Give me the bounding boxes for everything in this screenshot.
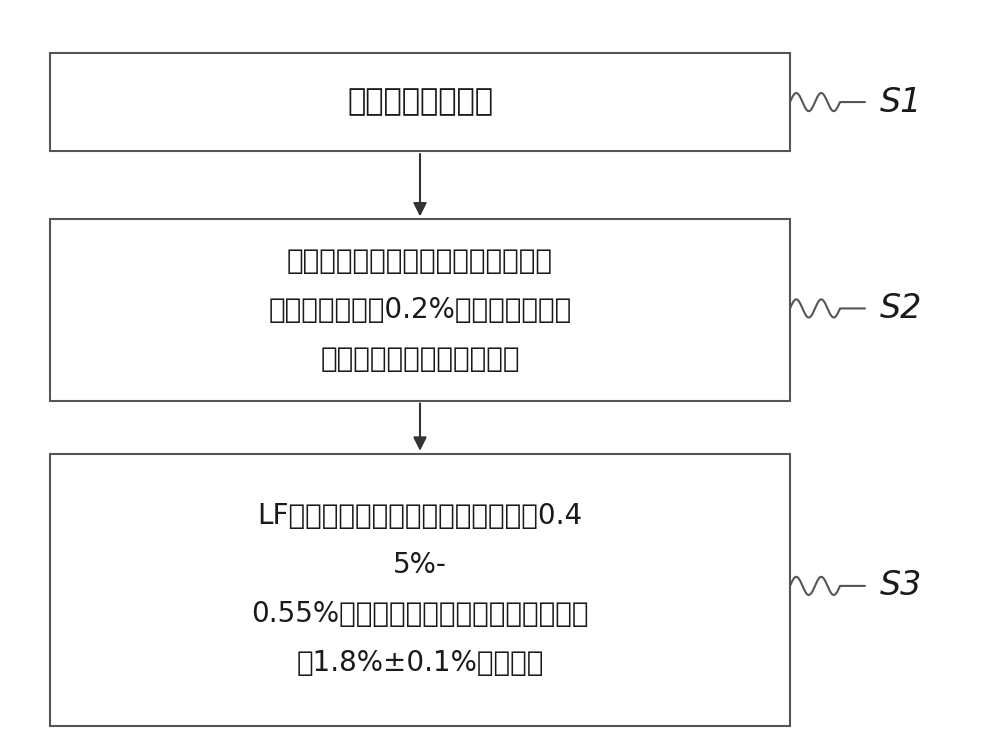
Text: S2: S2 bbox=[880, 292, 922, 325]
Text: 5%-: 5%- bbox=[393, 551, 447, 579]
Text: 按1.8%±0.1%进行控制: 按1.8%±0.1%进行控制 bbox=[296, 649, 544, 677]
Text: 过程先使用碳元素进行脱氧: 过程先使用碳元素进行脱氧 bbox=[320, 345, 520, 373]
Text: 向转炉内加入铁水: 向转炉内加入铁水 bbox=[347, 88, 493, 116]
Text: S3: S3 bbox=[880, 569, 922, 603]
Text: LF精炼工序铝元素的质量百分含量按0.4: LF精炼工序铝元素的质量百分含量按0.4 bbox=[257, 502, 583, 530]
Text: 转炉出钢时，锰元素的质量百分含量: 转炉出钢时，锰元素的质量百分含量 bbox=[287, 246, 553, 275]
Bar bbox=[50, 219, 790, 401]
Bar bbox=[50, 454, 790, 726]
Text: S1: S1 bbox=[880, 85, 922, 119]
Text: 0.55%进行控制，锰元素的质量百分含量: 0.55%进行控制，锰元素的质量百分含量 bbox=[251, 600, 589, 628]
Text: 按目标下限降低0.2%进行配加，出钢: 按目标下限降低0.2%进行配加，出钢 bbox=[268, 296, 572, 324]
Bar bbox=[50, 53, 790, 151]
